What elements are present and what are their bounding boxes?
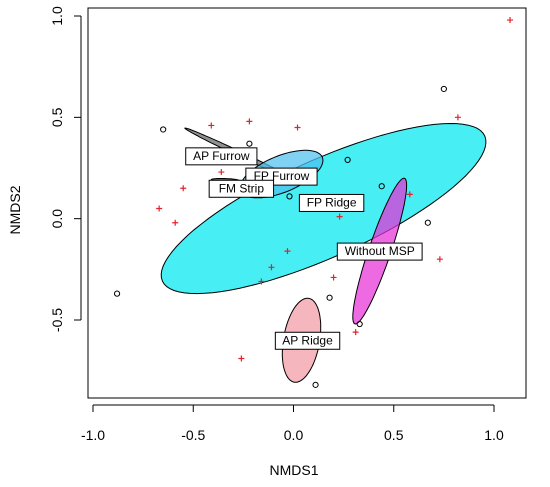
axis-layer: -1.0 -0.5 0.0 0.5 1.0 -0.5 0.0 0.5 1.0 xyxy=(49,6,504,443)
point-plus xyxy=(294,124,301,131)
ellipse-label-text: FP Furrow xyxy=(254,169,310,183)
ellipse-label-ap-furrow: AP Furrow xyxy=(185,147,258,166)
ellipse-label-text: AP Furrow xyxy=(193,149,250,163)
x-axis-title: NMDS1 xyxy=(269,462,318,478)
point-plus xyxy=(336,213,343,220)
point-circle xyxy=(344,156,351,163)
y-tick-label: 0.0 xyxy=(49,209,65,229)
y-tick-label: 1.0 xyxy=(49,6,65,26)
ellipse-label-box xyxy=(185,147,258,166)
point-plus xyxy=(238,355,245,362)
ellipse-label-text: FM Strip xyxy=(219,181,265,195)
point-circle xyxy=(326,294,333,301)
plot-frame xyxy=(87,7,527,399)
point-plus xyxy=(454,114,461,121)
point-circle xyxy=(378,183,385,190)
ellipse-label-box xyxy=(298,193,365,212)
point-plus xyxy=(258,278,265,285)
point-circle xyxy=(246,140,253,147)
ellipse-label-text: Without MSP xyxy=(345,244,415,258)
point-plus xyxy=(180,185,187,192)
point-plus xyxy=(208,122,215,129)
point-circle xyxy=(312,381,319,388)
point-plus xyxy=(507,17,514,24)
point-plus xyxy=(172,219,179,226)
point-circle xyxy=(440,85,447,93)
y-axis-title: NMDS2 xyxy=(7,185,23,234)
x-tick-label: -1.0 xyxy=(81,427,105,443)
ellipse-label-box xyxy=(336,242,423,261)
x-tick-label: 0.5 xyxy=(384,427,404,443)
point-circle xyxy=(113,290,121,297)
point-plus xyxy=(284,248,291,255)
point-plus xyxy=(352,329,359,336)
point-plus xyxy=(330,274,337,281)
y-tick-label: -0.5 xyxy=(49,308,65,332)
point-circle xyxy=(356,320,363,328)
point-circle xyxy=(424,219,431,226)
ellipse-label-fm-strip: FM Strip xyxy=(208,179,275,198)
ellipse-label-without-msp: Without MSP xyxy=(336,242,423,261)
ellipse-label-ap-ridge: AP Ridge xyxy=(274,331,341,350)
x-tick-label: -0.5 xyxy=(181,427,205,443)
point-plus xyxy=(406,191,413,198)
ellipse-label-box xyxy=(274,331,341,350)
point-plus xyxy=(268,264,275,271)
ellipse-label-text: AP Ridge xyxy=(282,333,333,347)
point-plus xyxy=(436,256,443,263)
point-circle xyxy=(286,193,293,200)
point-circle xyxy=(160,126,167,133)
y-tick-label: 0.5 xyxy=(49,107,65,127)
ellipse-label-box xyxy=(208,179,275,198)
point-plus xyxy=(156,205,163,212)
point-plus xyxy=(218,169,225,176)
point-layer xyxy=(113,17,514,388)
x-tick-label: 0.0 xyxy=(284,427,304,443)
point-plus xyxy=(246,118,253,125)
ellipse-label-text: FP Ridge xyxy=(307,195,357,209)
ellipse-label-fp-ridge: FP Ridge xyxy=(298,193,365,212)
x-tick-label: 1.0 xyxy=(484,427,504,443)
